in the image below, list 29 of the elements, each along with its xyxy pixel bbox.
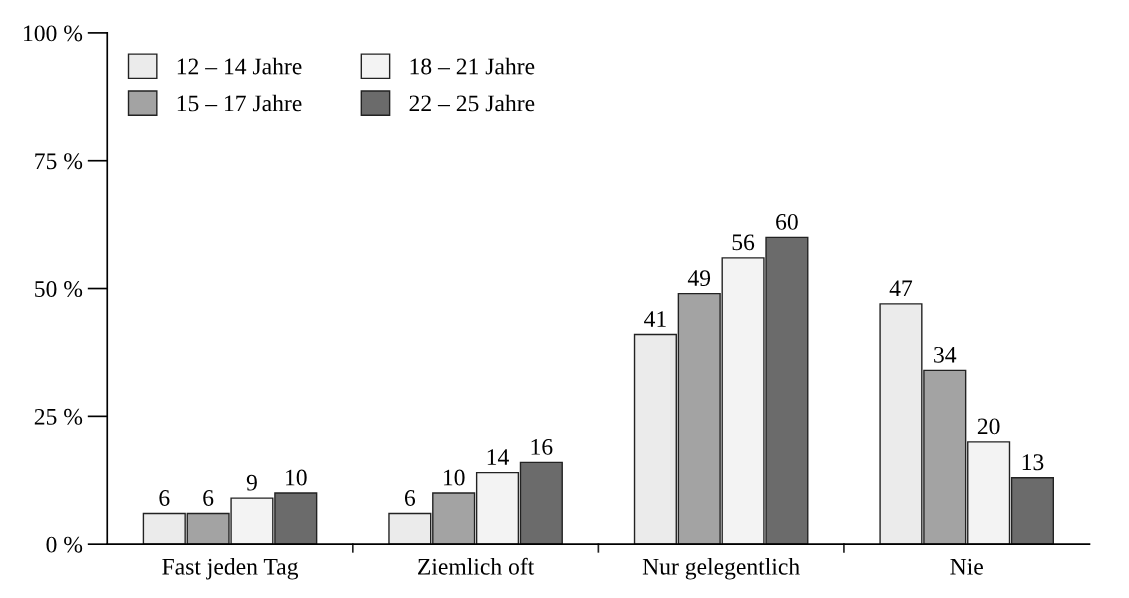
legend-label: 12 – 14 Jahre [177, 57, 302, 75]
data-label: 34 [934, 346, 957, 363]
x-tick-label: Nie [950, 558, 983, 575]
data-label: 49 [687, 270, 711, 287]
y-tick-label: 75 % [35, 153, 83, 170]
data-label: 41 [644, 311, 666, 327]
data-label: 56 [732, 234, 755, 251]
data-label: 13 [1022, 454, 1044, 471]
data-label: 60 [776, 213, 798, 230]
data-label: 9 [246, 474, 257, 491]
data-label: 10 [286, 469, 307, 486]
data-label: 47 [889, 280, 913, 297]
legend-label: 15 – 17 Jahre [177, 94, 302, 112]
x-tick-label: Fast jeden Tag [162, 558, 299, 580]
x-tick-label: Nur gelegentlich [642, 558, 800, 580]
data-label: 20 [977, 418, 1000, 435]
data-label: 16 [531, 438, 553, 455]
y-tick-label: 0 % [46, 536, 83, 553]
y-tick-label: 100 % [24, 25, 83, 42]
y-tick-label: 50 % [35, 281, 83, 298]
data-label: 6 [159, 490, 170, 506]
x-tick-label: Ziemlich oft [418, 557, 535, 575]
data-label: 6 [404, 490, 416, 506]
y-tick-label: 25 % [34, 408, 83, 425]
data-label: 10 [443, 469, 465, 486]
legend-label: 18 – 21 Jahre [410, 57, 535, 75]
legend-label: 22 – 25 Jahre [409, 94, 535, 112]
data-label: 6 [203, 490, 214, 506]
data-label: 14 [487, 449, 509, 465]
